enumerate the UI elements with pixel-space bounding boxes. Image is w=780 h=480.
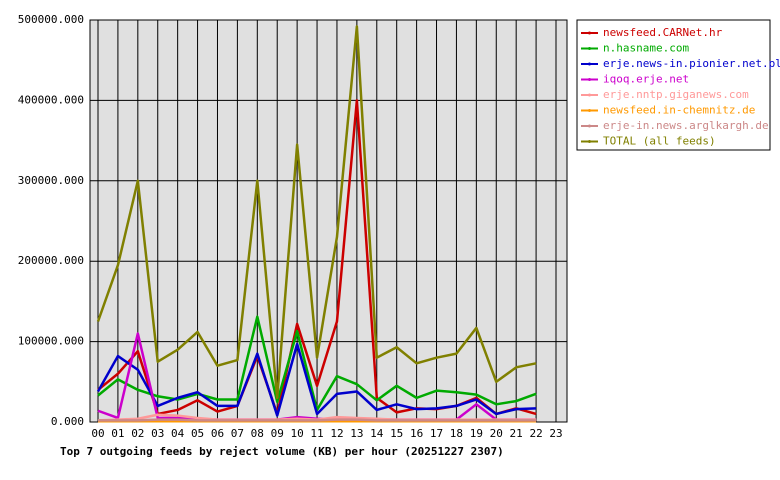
- x-tick-label: 20: [490, 427, 503, 440]
- legend-marker: [588, 31, 591, 35]
- x-tick-label: 00: [91, 427, 104, 440]
- legend-label: iqoq.erje.net: [603, 73, 689, 86]
- y-tick-label: 100000.000: [18, 335, 84, 348]
- series-line: [98, 418, 537, 422]
- plot-area: [89, 19, 568, 423]
- series-line: [96, 342, 537, 417]
- legend-label: TOTAL (all feeds): [603, 135, 716, 148]
- series-line: [96, 25, 537, 400]
- legend-marker: [588, 124, 591, 128]
- x-tick-label: 06: [211, 427, 224, 440]
- legend-label: newsfeed.CARNet.hr: [603, 26, 723, 39]
- legend-marker: [588, 62, 591, 66]
- legend-marker: [588, 78, 591, 81]
- x-tick-label: 14: [370, 427, 384, 440]
- x-tick-label: 03: [151, 427, 164, 440]
- chart-title: Top 7 outgoing feeds by reject volume (K…: [60, 445, 504, 458]
- x-tick-label: 10: [291, 427, 304, 440]
- x-tick-label: 19: [470, 427, 483, 440]
- legend-label: erje-in.news.arglkargh.de: [603, 119, 769, 132]
- x-tick-label: 16: [410, 427, 423, 440]
- x-tick-label: 07: [231, 427, 244, 440]
- x-tick-label: 11: [310, 427, 323, 440]
- legend-label: n.hasname.com: [603, 42, 689, 55]
- legend-label: newsfeed.in-chemnitz.de: [603, 104, 755, 117]
- legend-label: erje.nntp.giganews.com: [603, 88, 749, 101]
- y-tick-label: 0.000: [51, 415, 84, 428]
- legend-label: erje.news-in.pionier.net.pl: [603, 57, 780, 70]
- y-tick-label: 500000.000: [18, 13, 84, 26]
- x-tick-label: 08: [251, 427, 264, 440]
- legend-marker: [588, 47, 591, 50]
- x-tick-label: 05: [191, 427, 204, 440]
- x-tick-label: 02: [131, 427, 144, 440]
- x-tick-label: 22: [529, 427, 542, 440]
- x-tick-label: 09: [271, 427, 284, 440]
- legend-marker: [588, 93, 591, 97]
- x-tick-label: 17: [430, 427, 443, 440]
- x-tick-label: 01: [111, 427, 124, 440]
- y-tick-label: 400000.000: [18, 93, 84, 106]
- y-tick-label: 200000.000: [18, 254, 84, 267]
- x-tick-label: 13: [350, 427, 363, 440]
- x-tick-label: 23: [549, 427, 562, 440]
- legend: [576, 19, 771, 151]
- x-tick-label: 12: [330, 427, 343, 440]
- x-tick-label: 04: [171, 427, 185, 440]
- y-tick-label: 300000.000: [18, 174, 84, 187]
- legend-marker: [588, 140, 591, 143]
- x-tick-label: 18: [450, 427, 463, 440]
- x-tick-label: 21: [510, 427, 523, 440]
- legend-marker: [588, 109, 591, 112]
- x-tick-label: 15: [390, 427, 403, 440]
